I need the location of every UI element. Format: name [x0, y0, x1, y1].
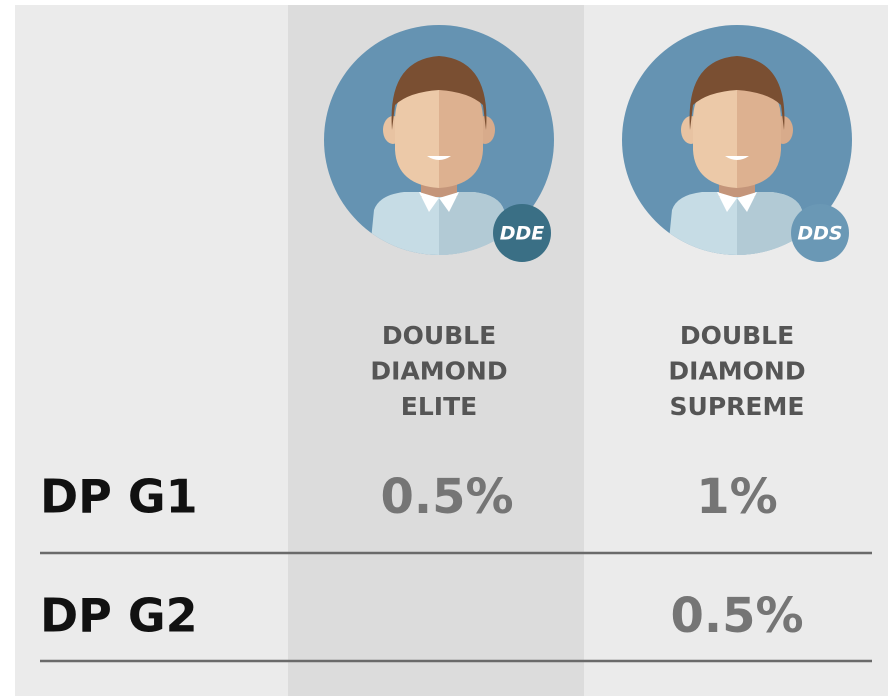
badge-label: DDE [500, 223, 545, 245]
cell-value: 0.5% [380, 469, 513, 525]
column-title: DOUBLE [382, 321, 496, 350]
row-label: DP G1 [40, 470, 198, 524]
badge [493, 204, 551, 262]
column-title: SUPREME [670, 392, 805, 421]
column-title: ELITE [401, 392, 477, 421]
avatar: DDE [324, 25, 554, 262]
column-title: DIAMOND [668, 357, 805, 386]
badge-label: DDS [797, 223, 842, 245]
row-label: DP G2 [40, 589, 198, 643]
cell-value: 1% [696, 469, 778, 525]
cell-value: 0.5% [670, 588, 803, 644]
badge [791, 204, 849, 262]
column-title: DOUBLE [680, 321, 794, 350]
avatar: DDS [622, 25, 852, 262]
column-title: DIAMOND [370, 357, 507, 386]
